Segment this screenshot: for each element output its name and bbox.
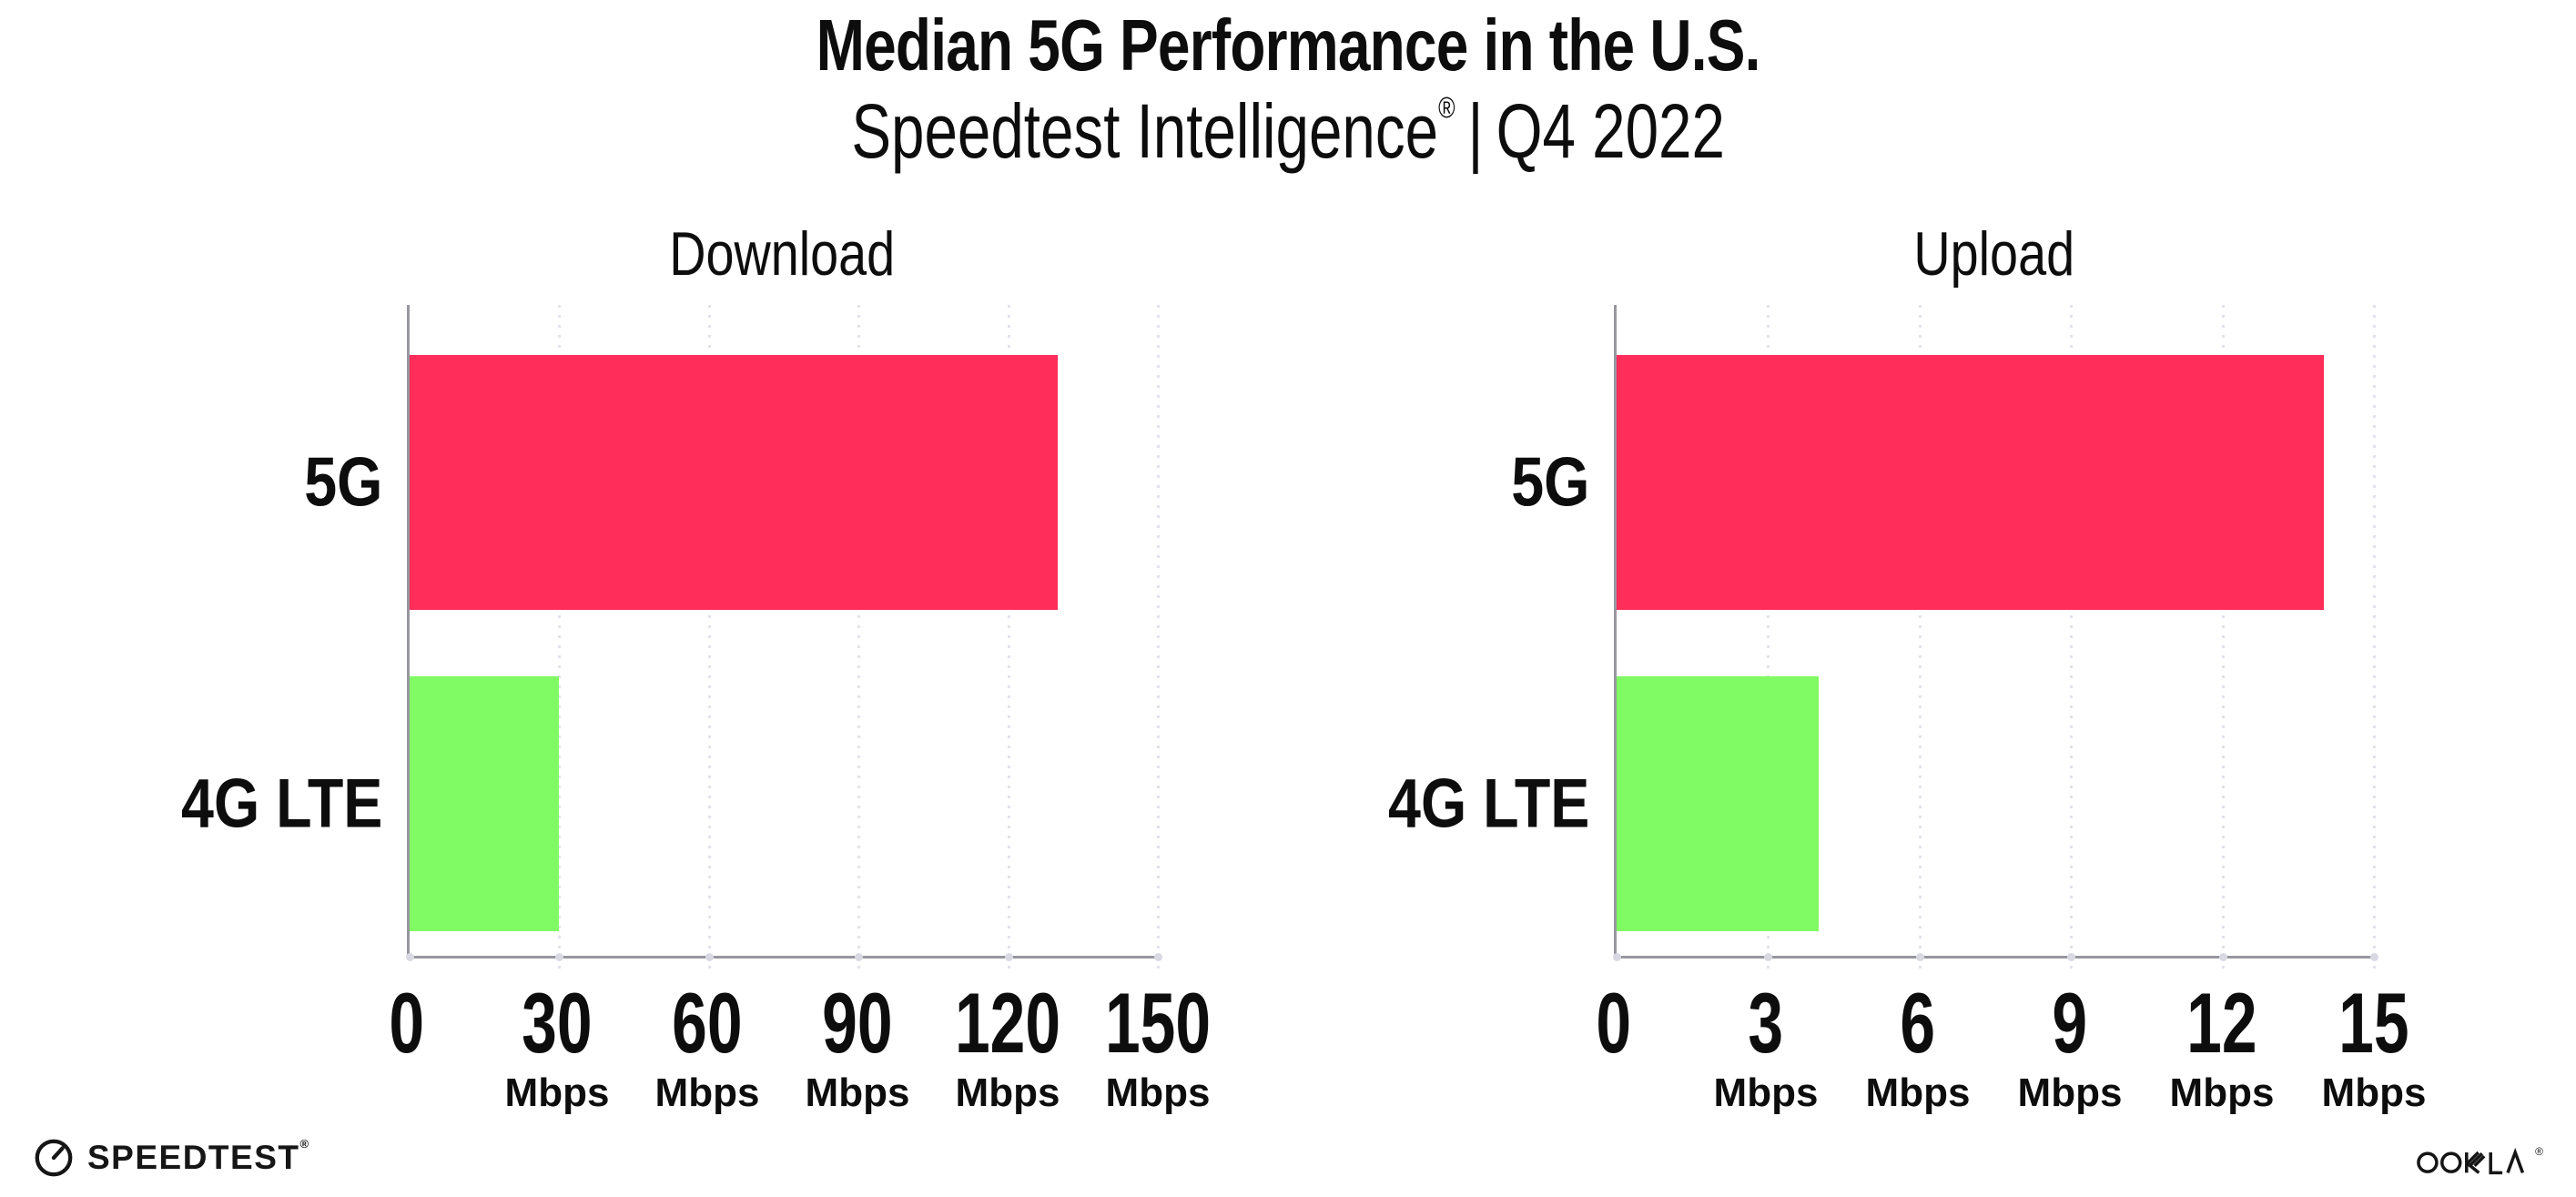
speedtest-logo: SPEEDTEST®: [33, 1137, 310, 1179]
speedtest-gauge-icon: [35, 1139, 73, 1177]
gridline-120: [1007, 305, 1010, 970]
upload-bar-4g-lte: [1617, 676, 1819, 931]
gridline-9: [2070, 305, 2074, 970]
x-tick-30: 30 Mbps: [504, 975, 610, 1116]
axis-tick-dot-30: [555, 953, 564, 961]
upload-category-label-5g: 5G: [1510, 443, 1589, 522]
x-tick-6: 6 Mbps: [1865, 975, 1971, 1116]
figure-title-text: Median 5G Performance in the U.S.: [816, 5, 1761, 86]
gridline-150: [1157, 305, 1160, 970]
x-tick-value: 0: [1596, 975, 1632, 1070]
x-tick-value: 12: [2186, 975, 2257, 1070]
download-x-axis-ticks: 0Mbps30Mbps60Mbps90Mbps120Mbps150Mbps: [390, 975, 1211, 1161]
x-tick-value: 30: [522, 975, 593, 1070]
axis-tick-dot-90: [855, 953, 864, 961]
ookla-wordmark-icon: [2417, 1148, 2525, 1175]
axis-tick-dot-60: [705, 953, 714, 961]
axis-tick-dot-9: [2067, 953, 2076, 961]
subtitle-period: Q4 2022: [1496, 88, 1725, 174]
upload-chart-title: Upload: [1913, 219, 2074, 289]
x-tick-120: 120 Mbps: [937, 975, 1080, 1116]
subtitle-separator: |: [1467, 88, 1484, 174]
download-bar-5g: [410, 355, 1059, 610]
figure-subtitle-text: Speedtest Intelligence® | Q4 2022: [851, 87, 1725, 176]
gridline-12: [2221, 305, 2225, 970]
gridline-3: [1767, 305, 1770, 970]
x-tick-unit: Mbps: [955, 1070, 1060, 1115]
gridline-6: [1918, 305, 1922, 970]
x-tick-150: 150 Mbps: [1087, 975, 1230, 1116]
upload-x-axis-ticks: 0Mbps3Mbps6Mbps9Mbps12Mbps15Mbps: [1597, 975, 2427, 1161]
axis-tick-dot-12: [2218, 953, 2227, 961]
axis-tick-dot-15: [2370, 953, 2378, 961]
figure-title: Median 5G Performance in the U.S.: [0, 4, 2576, 87]
axis-tick-dot-0: [406, 953, 414, 961]
x-tick-unit: Mbps: [2321, 1070, 2427, 1115]
x-tick-value: 6: [1900, 975, 1936, 1070]
download-chart-title: Download: [669, 219, 896, 289]
x-tick-value: 0: [389, 975, 425, 1070]
x-tick-unit: Mbps: [2169, 1070, 2275, 1115]
gridline-90: [857, 305, 861, 970]
x-tick-unit: Mbps: [504, 1070, 610, 1115]
speedtest-wordmark: SPEEDTEST®: [87, 1137, 310, 1176]
x-tick-unit: Mbps: [654, 1070, 760, 1115]
x-tick-unit: Mbps: [1865, 1070, 1971, 1115]
download-plot-area: 5G 4G LTE: [181, 305, 1162, 970]
figure-subtitle: Speedtest Intelligence® | Q4 2022: [0, 87, 2576, 176]
x-tick-value: 60: [672, 975, 743, 1070]
axis-tick-dot-6: [1915, 953, 1924, 961]
x-tick-90: 90 Mbps: [805, 975, 910, 1116]
x-tick-value: 120: [954, 975, 1061, 1070]
x-tick-unit: Mbps: [2017, 1070, 2123, 1115]
x-tick-value: 15: [2338, 975, 2409, 1070]
gridline-15: [2373, 305, 2376, 970]
download-bar-4g-lte: [410, 676, 560, 931]
x-tick-value: 90: [822, 975, 893, 1070]
axis-tick-dot-3: [1764, 953, 1773, 961]
gridline-30: [558, 305, 562, 970]
x-tick-60: 60 Mbps: [654, 975, 760, 1116]
x-tick-unit: Mbps: [805, 1070, 910, 1115]
x-tick-9: 9 Mbps: [2017, 975, 2123, 1116]
download-category-label-5g: 5G: [303, 443, 382, 522]
axis-tick-dot-0: [1613, 953, 1621, 961]
registered-mark: ®: [1437, 91, 1455, 124]
subtitle-brand: Speedtest Intelligence: [851, 88, 1438, 174]
x-tick-value: 3: [1748, 975, 1784, 1070]
axis-tick-dot-120: [1004, 953, 1013, 961]
x-tick-12: 12 Mbps: [2169, 975, 2275, 1116]
x-tick-value: 150: [1104, 975, 1212, 1070]
ookla-registered-mark: ®: [2535, 1145, 2543, 1158]
upload-category-label-4g-lte: 4G LTE: [1387, 765, 1589, 843]
x-tick-value: 9: [2052, 975, 2088, 1070]
axis-tick-dot-150: [1154, 953, 1162, 961]
upload-plot-area: 5G 4G LTE: [1388, 305, 2378, 970]
speedtest-registered-mark: ®: [299, 1137, 310, 1151]
x-tick-15: 15 Mbps: [2321, 975, 2427, 1116]
ookla-logo: ®: [2416, 1145, 2543, 1175]
download-category-label-4g-lte: 4G LTE: [180, 765, 382, 843]
upload-bar-5g: [1617, 355, 2324, 610]
x-tick-3: 3 Mbps: [1713, 975, 1819, 1116]
x-tick-unit: Mbps: [1105, 1070, 1211, 1115]
gridline-60: [707, 305, 711, 970]
x-tick-unit: Mbps: [1713, 1070, 1819, 1115]
